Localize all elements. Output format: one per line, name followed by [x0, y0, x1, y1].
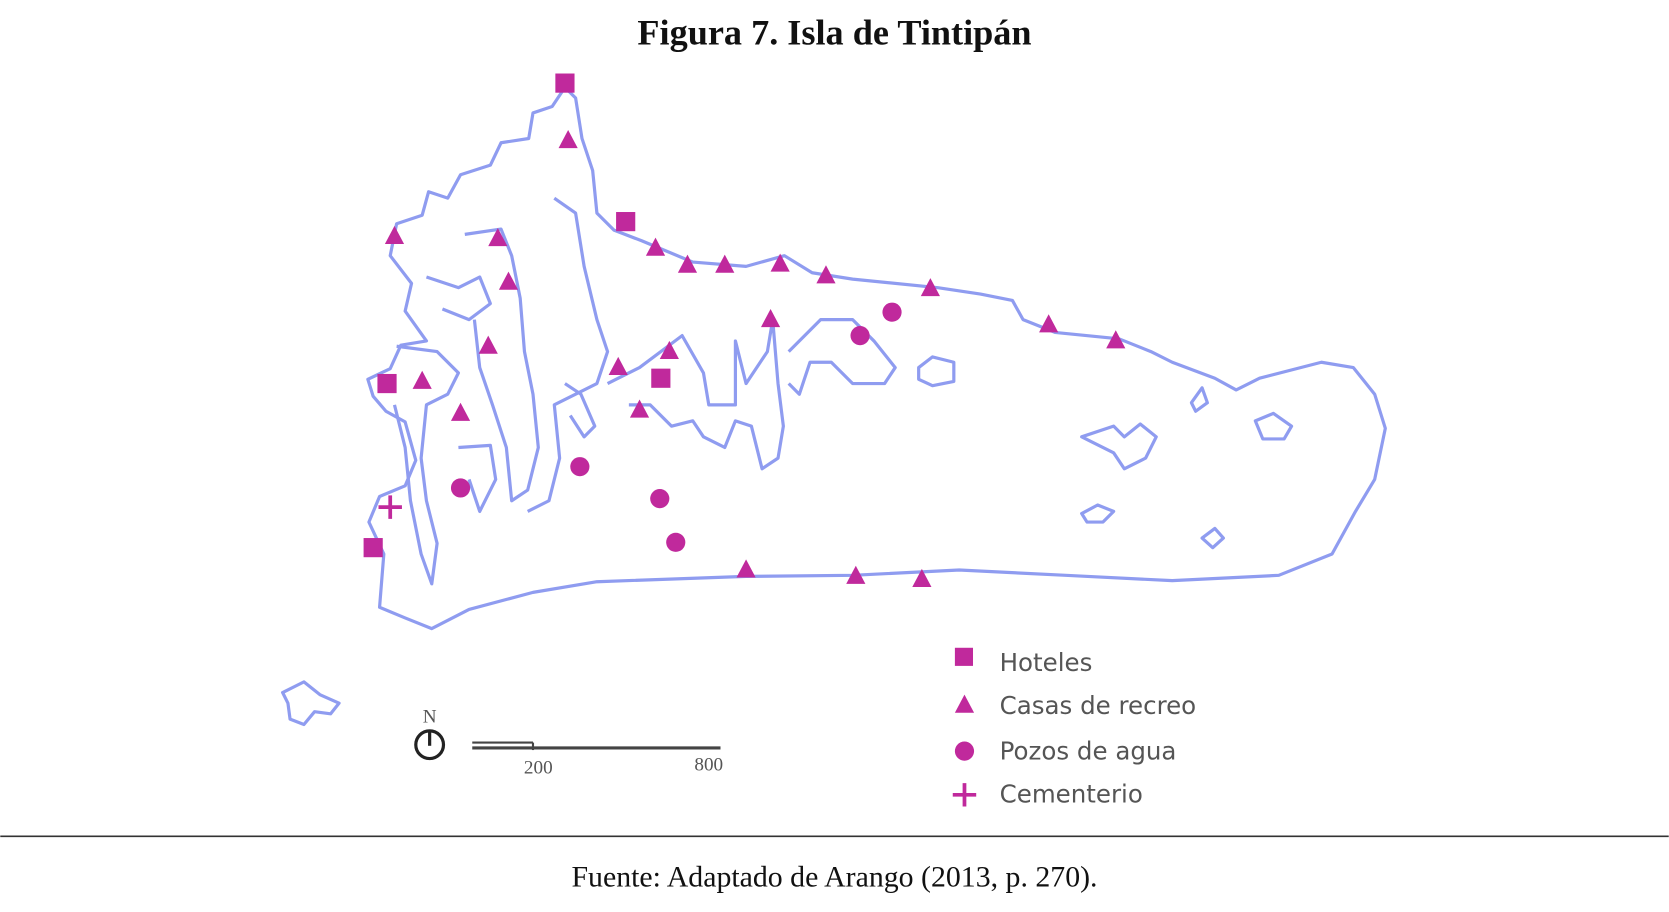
hotel-marker	[363, 538, 383, 558]
house-marker	[846, 565, 866, 584]
scale-label: 200	[524, 757, 553, 778]
house-marker	[736, 559, 756, 578]
house-markers	[384, 129, 1126, 588]
cemetery-marker	[378, 495, 402, 519]
source-note: Fuente: Adaptado de Arango (2013, p. 270…	[571, 860, 1097, 893]
inner-channel	[526, 196, 610, 513]
inner-channel	[606, 318, 785, 471]
legend: Hoteles Casas de recreo Pozos de agua Ce…	[952, 647, 1197, 808]
legend-symbol	[954, 741, 975, 761]
house-marker	[412, 370, 432, 389]
inner-channel	[464, 227, 540, 503]
islet	[281, 680, 341, 727]
house-marker	[478, 335, 498, 354]
inner-channel	[392, 344, 461, 586]
house-marker	[659, 340, 679, 360]
islet	[1200, 526, 1225, 550]
islet	[1080, 503, 1116, 524]
islet	[917, 355, 956, 388]
well-marker	[666, 532, 686, 552]
islet	[1253, 411, 1294, 441]
north-and-scale: N 200 800	[414, 706, 723, 778]
legend-symbol	[952, 783, 977, 807]
house-marker	[920, 278, 940, 297]
house-marker	[645, 237, 666, 256]
hotel-marker	[651, 368, 671, 388]
house-marker	[498, 271, 519, 290]
inner-channel	[564, 382, 597, 439]
house-marker	[1039, 314, 1059, 333]
well-markers	[450, 302, 902, 552]
hotel-marker	[555, 73, 575, 93]
coastline	[366, 85, 1387, 631]
house-marker	[770, 253, 790, 272]
house-marker	[715, 254, 735, 273]
legend-label: Casas de recreo	[1000, 691, 1197, 720]
map-markers	[363, 73, 1126, 588]
figure-title: Figura 7. Isla de Tintipán	[637, 13, 1031, 53]
inner-channel	[787, 318, 897, 396]
well-marker	[850, 326, 870, 346]
legend-label: Hoteles	[1000, 648, 1093, 677]
house-marker	[677, 254, 698, 273]
inner-channel	[458, 443, 498, 513]
house-marker	[1106, 330, 1126, 349]
house-marker	[450, 402, 471, 421]
house-marker	[488, 228, 508, 247]
house-marker	[384, 225, 405, 244]
house-marker	[816, 265, 836, 284]
house-marker	[558, 129, 578, 149]
legend-label: Cementerio	[1000, 779, 1143, 808]
legend-label: Pozos de agua	[1000, 737, 1177, 766]
house-marker	[760, 308, 781, 328]
island-map	[281, 85, 1387, 727]
well-marker	[882, 302, 902, 322]
hotel-marker	[377, 373, 397, 394]
hotel-marker	[616, 212, 636, 232]
well-marker	[650, 489, 670, 509]
well-marker	[450, 478, 471, 498]
legend-symbol	[954, 694, 975, 713]
house-marker	[912, 568, 932, 588]
inner-channel	[425, 275, 492, 322]
north-label: N	[423, 706, 437, 727]
scale-label: 800	[694, 754, 723, 775]
house-marker	[629, 399, 650, 418]
house-marker	[608, 356, 628, 376]
well-marker	[570, 457, 590, 477]
legend-symbol	[954, 647, 974, 666]
hotel-markers	[363, 73, 671, 558]
islet	[1189, 386, 1209, 413]
islet	[1080, 422, 1158, 471]
